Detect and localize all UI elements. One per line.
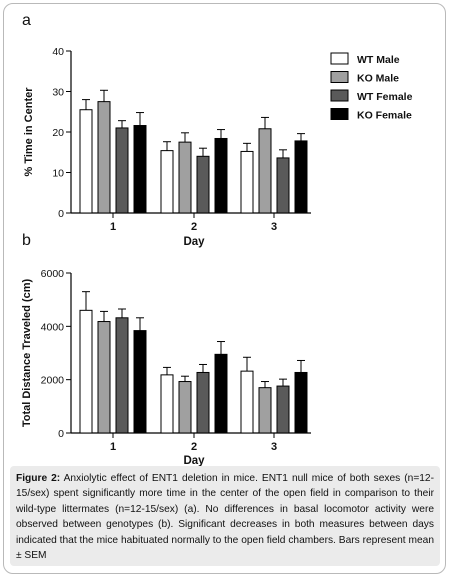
- bar-wt-male: [79, 309, 93, 434]
- figure-caption: Figure 2: Anxiolytic effect of ENT1 dele…: [10, 466, 440, 566]
- caption-label: Figure 2:: [16, 473, 61, 484]
- chart-b: 0 2000 4000 6000 1 2 3 Day Total Distance Travel…: [21, 268, 311, 467]
- x-tick-label: 1: [110, 441, 116, 453]
- bar-ko-male: [178, 381, 192, 434]
- legend-label: KO Female: [357, 110, 412, 122]
- legend-swatch: [330, 52, 349, 65]
- bar-wt-male: [79, 109, 93, 214]
- bar-wt-female: [115, 317, 129, 434]
- bar-ko-male: [258, 387, 272, 434]
- bar-ko-male: [258, 128, 272, 214]
- bar-wt-male: [160, 374, 174, 434]
- bar-ko-female: [214, 137, 228, 214]
- bar-wt-male: [160, 150, 174, 214]
- y-tick-label: 40: [52, 46, 64, 58]
- y-tick-label: 10: [52, 168, 64, 180]
- panel-label-a: a: [22, 12, 31, 29]
- y-tick-label: 4000: [41, 321, 65, 333]
- bar-ko-female: [133, 330, 147, 434]
- bar-wt-male: [240, 370, 254, 434]
- x-axis-title: Day: [183, 236, 205, 248]
- bar-wt-female: [196, 371, 210, 434]
- y-tick-label: 0: [58, 208, 64, 220]
- y-axis-title: % Time in Center: [23, 87, 35, 177]
- legend-label: KO Male: [357, 73, 399, 85]
- y-tick-label: 2000: [41, 375, 65, 387]
- x-tick-label: 3: [271, 441, 277, 453]
- bar-ko-female: [133, 125, 147, 214]
- y-tick-label: 6000: [41, 268, 65, 280]
- x-tick-label: 2: [191, 221, 197, 233]
- x-axis-title: Day: [183, 455, 205, 467]
- x-tick-label: 2: [191, 441, 197, 453]
- legend-swatch: [330, 89, 349, 102]
- x-tick-label: 3: [271, 221, 277, 233]
- legend-swatch: [330, 71, 349, 83]
- x-tick-label: 1: [110, 221, 116, 233]
- y-tick-label: 0: [58, 428, 64, 440]
- y-tick-label: 20: [52, 127, 64, 139]
- legend-label: WT Female: [357, 91, 413, 103]
- panel-label-b: b: [22, 232, 31, 249]
- caption-text: Anxiolytic effect of ENT1 deletion in mi…: [16, 473, 434, 562]
- bar-wt-male: [240, 150, 254, 214]
- bar-ko-male: [97, 101, 111, 214]
- bar-wt-female: [115, 127, 129, 214]
- chart-a: 0 10 20 30 40 1 2 3 Day % Time in Center WT Male KO…: [23, 46, 413, 248]
- legend-swatch: [330, 108, 349, 120]
- bar-ko-female: [214, 353, 228, 434]
- bar-ko-female: [294, 140, 308, 214]
- bar-wt-female: [276, 385, 290, 434]
- y-axis-title: Total Distance Traveled (cm): [21, 278, 33, 427]
- bar-ko-female: [294, 371, 308, 434]
- legend-label: WT Male: [357, 54, 400, 66]
- y-tick-label: 30: [52, 87, 64, 99]
- bar-wt-female: [196, 155, 210, 214]
- bar-wt-female: [276, 157, 290, 214]
- bar-ko-male: [178, 141, 192, 214]
- bar-ko-male: [97, 321, 111, 434]
